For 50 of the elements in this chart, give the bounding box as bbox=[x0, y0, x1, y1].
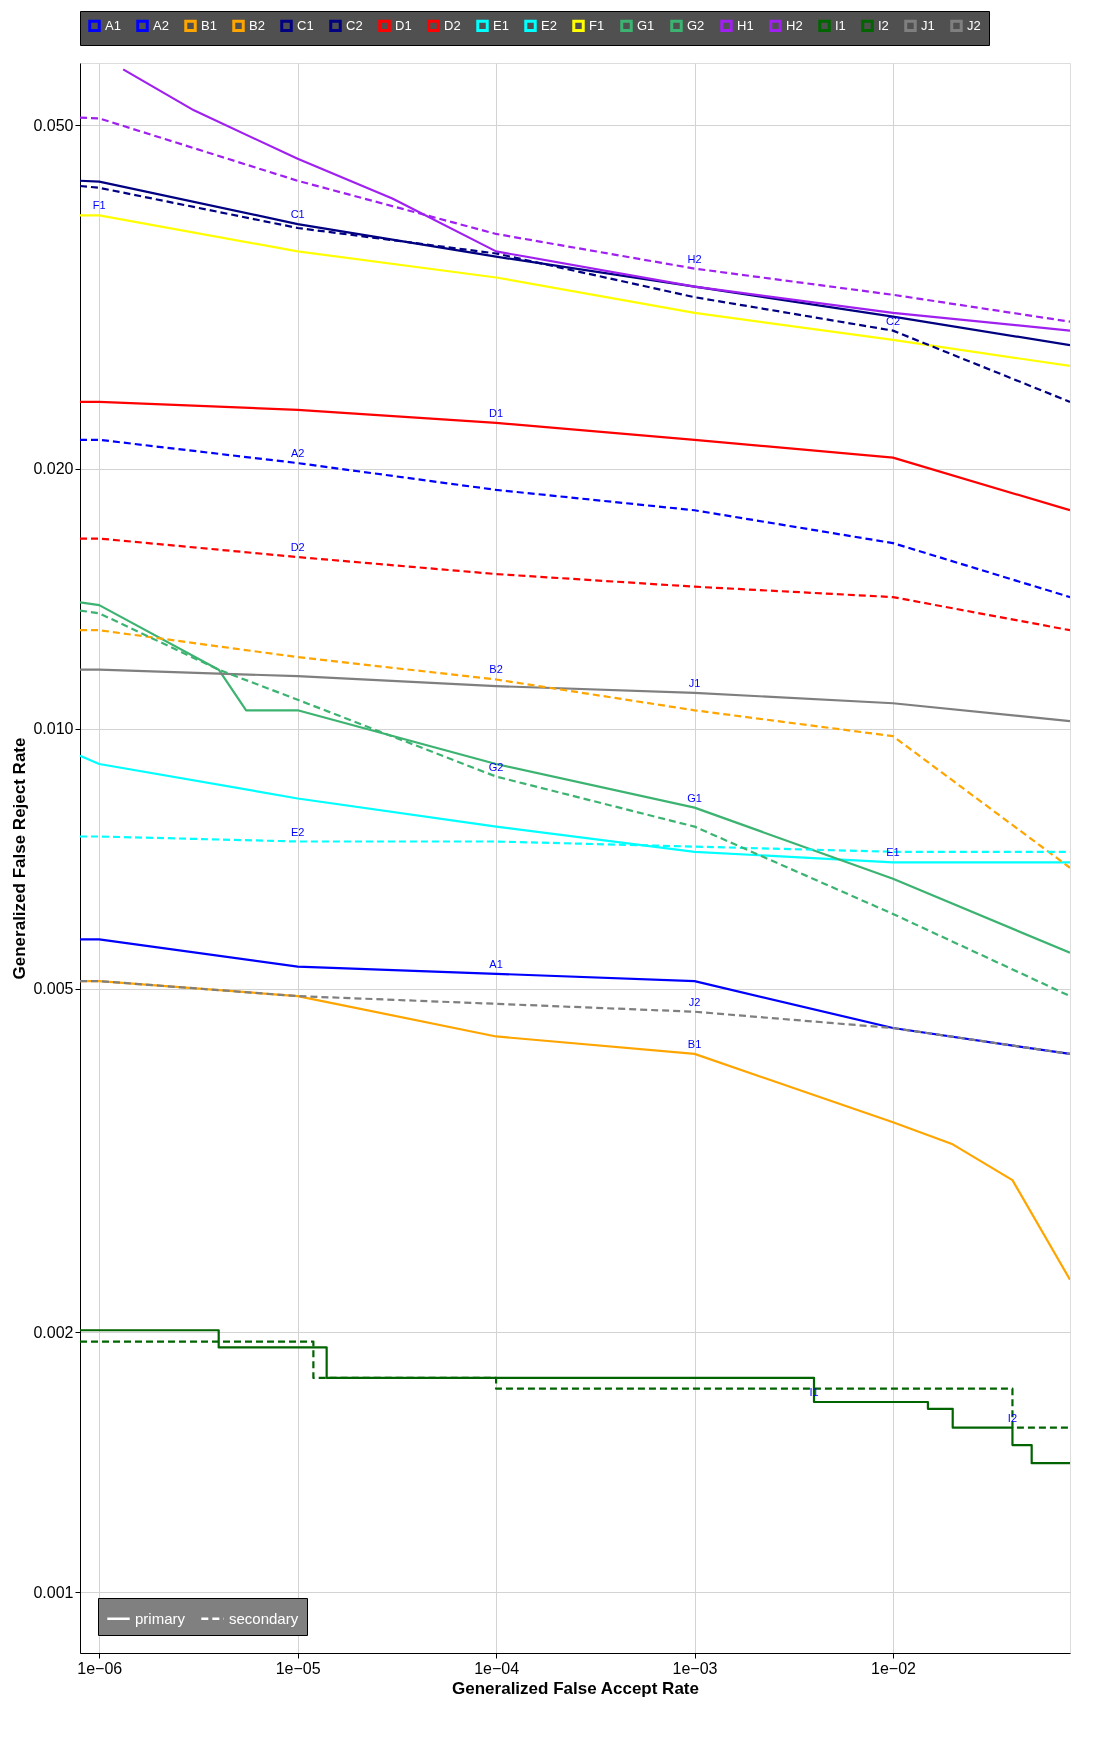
annotation: A1 bbox=[489, 957, 503, 970]
y-axis-title: Generalized False Reject Rate bbox=[10, 737, 30, 980]
legend-label: J1 bbox=[921, 17, 935, 33]
legend-label: C1 bbox=[297, 17, 314, 33]
legend-label: A1 bbox=[105, 17, 121, 33]
legend-label: H1 bbox=[737, 17, 754, 33]
legend-label: I1 bbox=[835, 17, 846, 33]
legend-label: C2 bbox=[346, 17, 363, 33]
annotation: I2 bbox=[1007, 1411, 1018, 1424]
annotation: C2 bbox=[885, 314, 901, 327]
y-tick-label: 0.001 bbox=[33, 1583, 74, 1601]
x-tick-label: 1e−03 bbox=[672, 1659, 718, 1677]
y-tick-label: 0.050 bbox=[33, 116, 74, 134]
annotation: secondary bbox=[229, 1609, 299, 1627]
x-tick-label: 1e−02 bbox=[871, 1659, 917, 1677]
annotation: B2 bbox=[489, 663, 503, 676]
x-tick-label: 1e−04 bbox=[474, 1659, 520, 1677]
annotation: D2 bbox=[290, 541, 305, 554]
annotation: F1 bbox=[92, 199, 106, 212]
legend-label: E1 bbox=[493, 17, 509, 33]
y-tick-label: 0.020 bbox=[33, 460, 74, 478]
annotation: B1 bbox=[687, 1037, 702, 1050]
legend-label: J2 bbox=[967, 17, 981, 33]
x-tick-label: 1e−05 bbox=[275, 1659, 321, 1677]
annotation: primary bbox=[135, 1609, 186, 1627]
legend-label: D1 bbox=[395, 17, 412, 33]
annotation: J1 bbox=[688, 676, 701, 689]
annotation: H2 bbox=[687, 252, 702, 265]
annotation: G1 bbox=[687, 791, 702, 804]
legend-label: G2 bbox=[687, 17, 705, 33]
x-axis-title: Generalized False Accept Rate bbox=[452, 1678, 699, 1698]
annotation: J2 bbox=[688, 995, 701, 1008]
annotation: A2 bbox=[290, 447, 305, 460]
annotation: G2 bbox=[488, 760, 504, 773]
legend-label: G1 bbox=[637, 17, 655, 33]
legend-label: B2 bbox=[249, 17, 265, 33]
legend-label: F1 bbox=[589, 17, 605, 33]
y-tick-label: 0.002 bbox=[33, 1323, 74, 1341]
y-tick-label: 0.010 bbox=[33, 720, 74, 738]
legend-label: H2 bbox=[786, 17, 803, 33]
annotation: C1 bbox=[290, 208, 305, 221]
legend-label: I2 bbox=[878, 17, 889, 33]
annotation: D1 bbox=[489, 406, 504, 419]
legend-label: D2 bbox=[444, 17, 461, 33]
legend-label: B1 bbox=[201, 17, 217, 33]
x-tick-label: 1e−06 bbox=[77, 1659, 123, 1677]
legend-label: E2 bbox=[541, 17, 557, 33]
y-tick-label: 0.005 bbox=[33, 980, 74, 998]
annotation: E2 bbox=[290, 825, 305, 838]
legend-label: A2 bbox=[153, 17, 169, 33]
